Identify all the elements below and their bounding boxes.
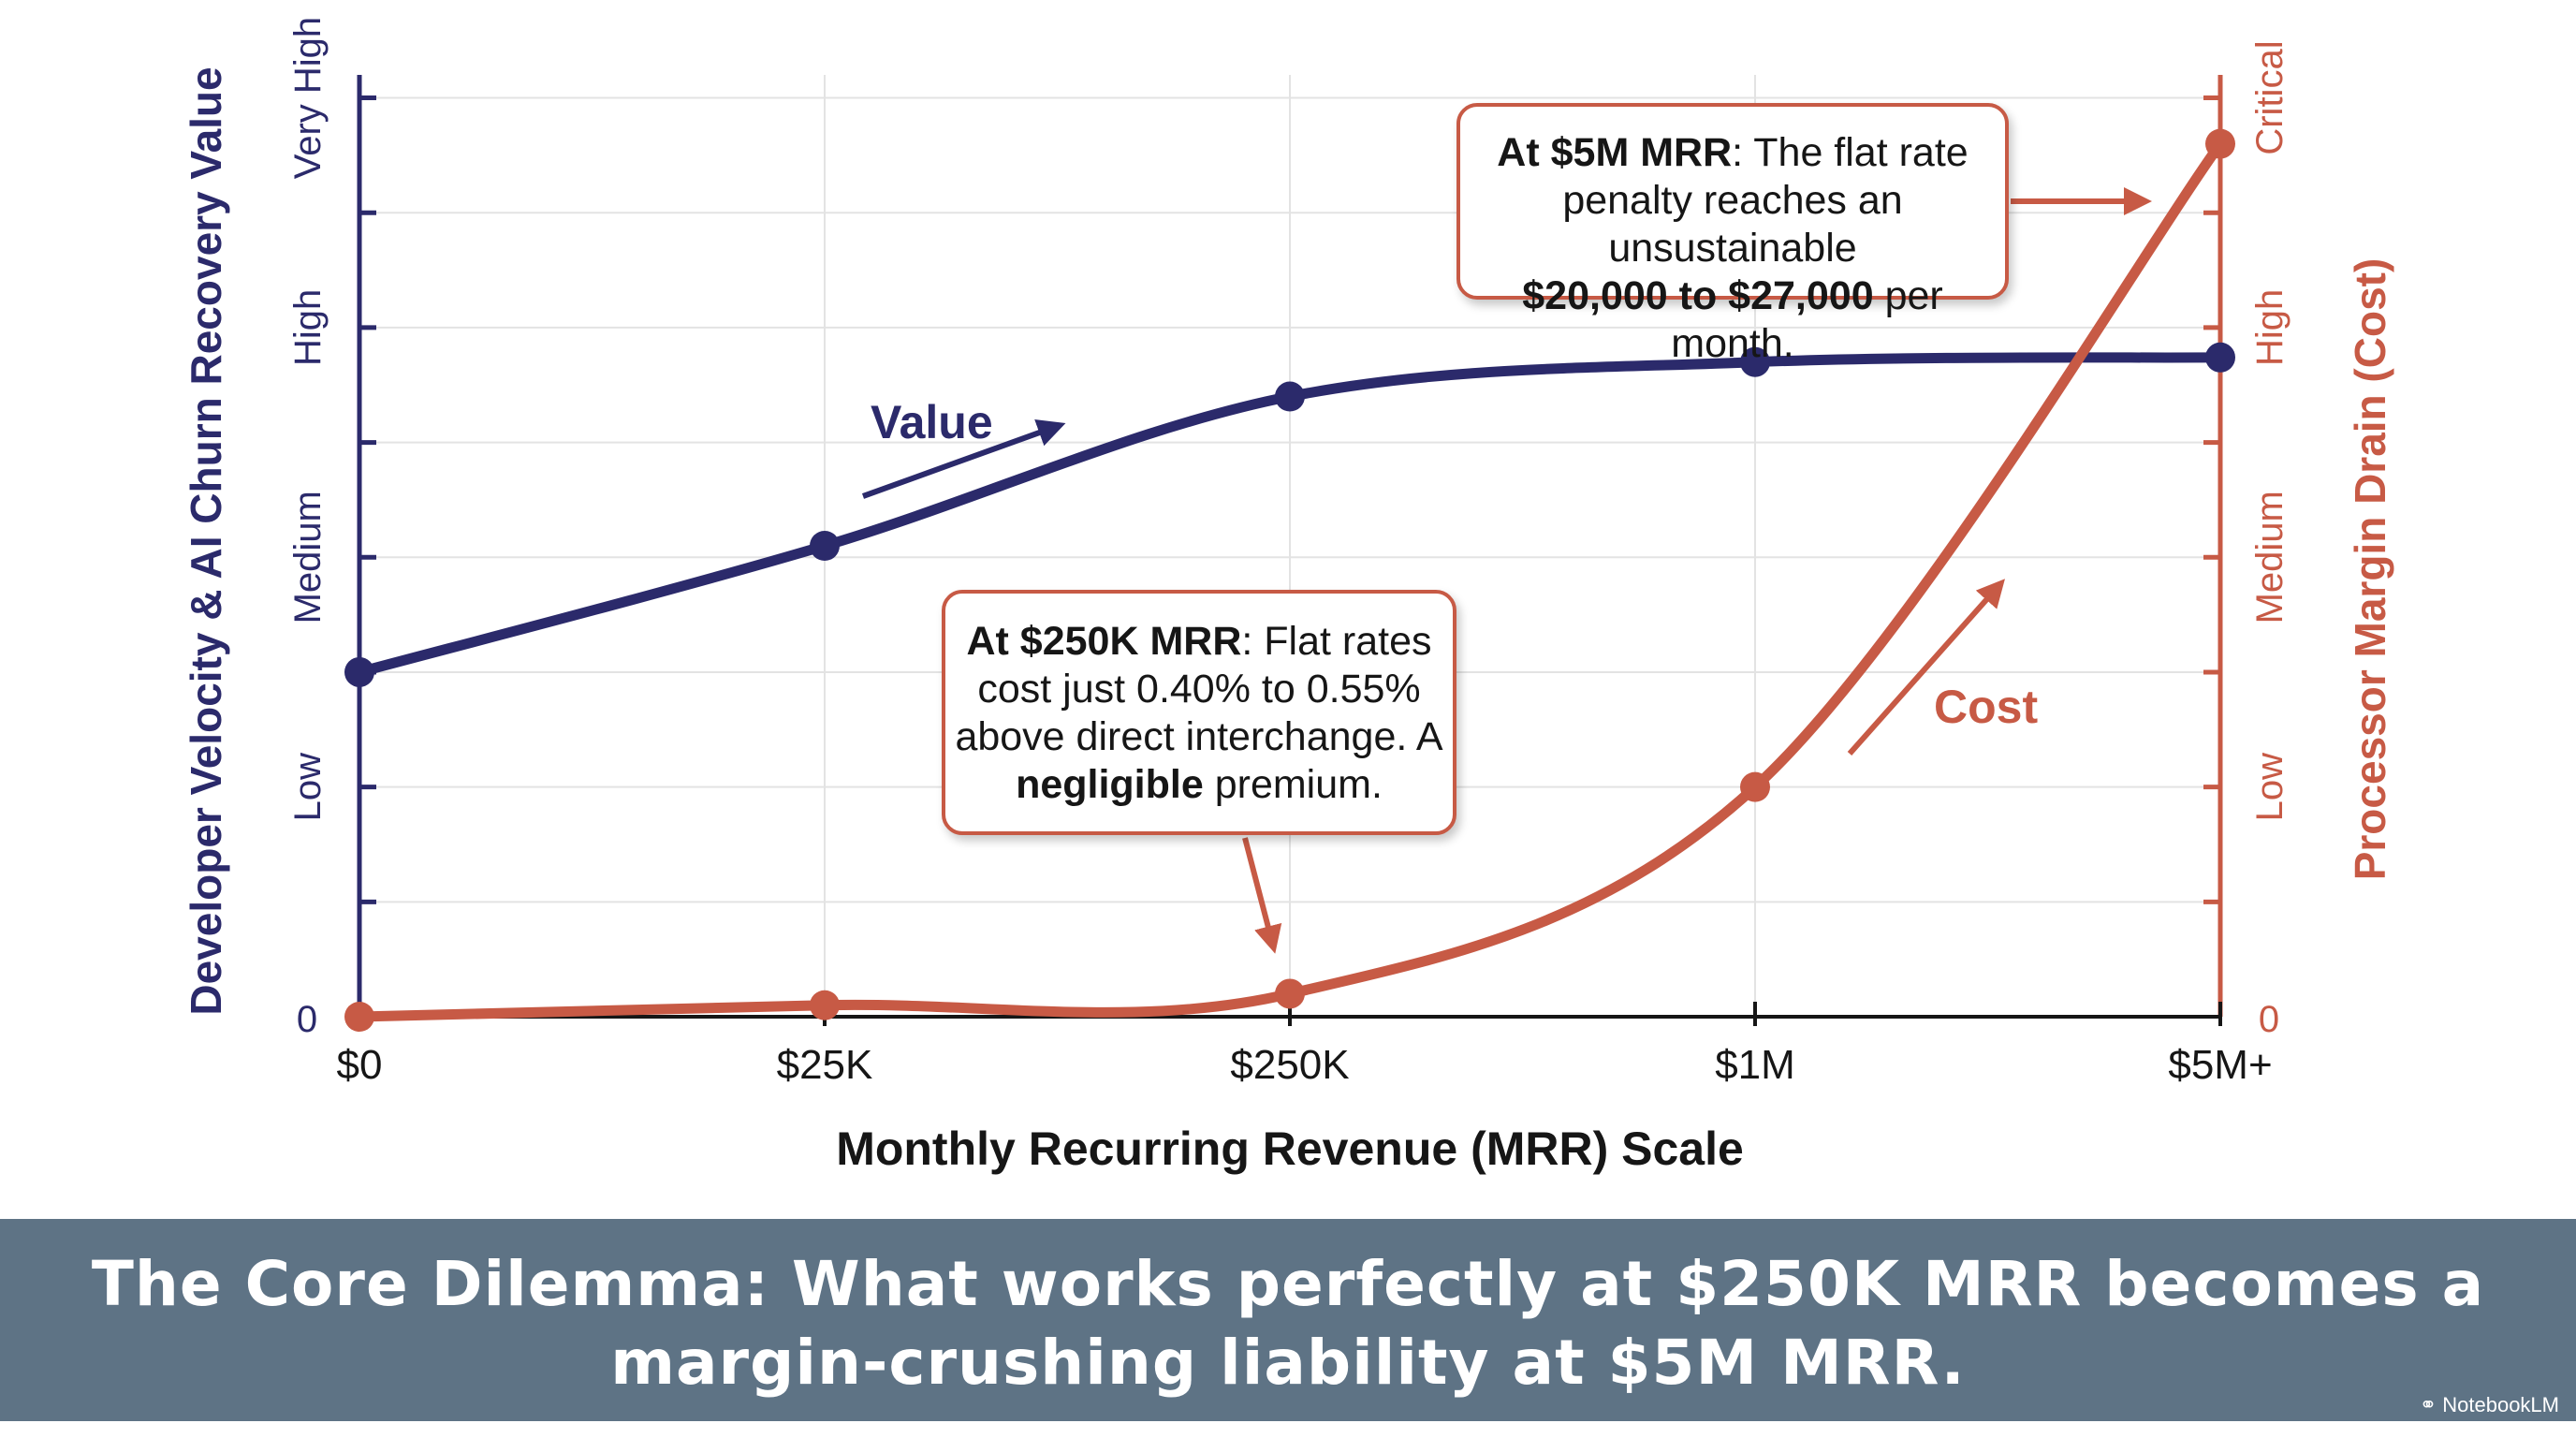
callout-250k-mrr: At $250K MRR: Flat rates cost just 0.40%…: [942, 590, 1456, 835]
notebooklm-watermark: ⚭ NotebookLM: [2420, 1393, 2559, 1417]
y-axis-right-title: Processor Margin Drain (Cost): [2346, 258, 2394, 881]
banner-line-1: The Core Dilemma: What works perfectly a…: [91, 1248, 2485, 1320]
x-tick-label: $250K: [1230, 1042, 1349, 1088]
watermark-text: NotebookLM: [2442, 1393, 2559, 1416]
banner-line-2: margin-crushing liability at $5M MRR.: [610, 1327, 1966, 1399]
y-left-tick-label: High: [287, 289, 329, 366]
y-right-tick-label: Critical: [2249, 40, 2291, 154]
x-tick-label: $1M: [1715, 1042, 1795, 1088]
data-point-value: [810, 531, 840, 561]
data-point-cost: [810, 990, 840, 1020]
callout-250k-text-d: premium.: [1203, 762, 1383, 807]
data-point-value: [1275, 381, 1305, 412]
callout-250k-text-a: : Flat rates: [1241, 619, 1432, 664]
y-right-tick-label: Low: [2249, 753, 2291, 821]
data-point-value: [2205, 342, 2235, 373]
callout-5m-mrr: At $5M MRR: The flat rate penalty reache…: [1456, 103, 2009, 366]
x-axis-title: Monthly Recurring Revenue (MRR) Scale: [836, 1123, 1744, 1175]
y-left-tick-label: Medium: [287, 491, 329, 624]
callout-250k-bold-lead: At $250K MRR: [966, 619, 1242, 664]
legend-value-label: Value: [871, 396, 993, 448]
callout-5m-text-b: penalty reaches an unsustainable: [1562, 178, 1903, 271]
callout-5m-bold-range: $20,000 to $27,000: [1522, 273, 1874, 318]
y-left-tick-label: Low: [287, 753, 329, 821]
callout-5m-text-c: per month.: [1671, 273, 1943, 366]
cost-trend-arrow: [1847, 579, 2005, 756]
data-point-cost: [2205, 128, 2235, 159]
callout-250k-text-b: cost just 0.40% to 0.55%: [977, 667, 1421, 712]
callout-250k-text-c: above direct interchange. A: [955, 714, 1443, 759]
y-right-tick-label: Medium: [2249, 491, 2291, 624]
y-left-tick-label: 0: [297, 999, 317, 1040]
x-tick-label: $25K: [777, 1042, 873, 1088]
data-point-cost: [1740, 771, 1770, 802]
x-tick-label: $5M+: [2168, 1042, 2272, 1088]
core-dilemma-banner: The Core Dilemma: What works perfectly a…: [0, 1219, 2576, 1421]
callout-5m-text-a: : The flat rate: [1732, 130, 1969, 175]
y-left-tick-label: Very High: [287, 17, 329, 179]
callout-250k-arrow: [1242, 837, 1282, 954]
data-point-cost: [344, 1002, 374, 1032]
value-trend-arrow: [861, 419, 1066, 499]
y-right-tick-label: High: [2249, 289, 2291, 366]
legend-cost-label: Cost: [1934, 681, 2038, 733]
y-axis-left-title: Developer Velocity & AI Churn Recovery V…: [182, 66, 230, 1015]
data-point-cost: [1275, 978, 1305, 1009]
callout-250k-bold-word: negligible: [1016, 762, 1204, 807]
series-line-cost: [354, 139, 2226, 1022]
x-tick-label: $0: [337, 1042, 383, 1088]
data-point-value: [344, 656, 374, 687]
series-lines: [344, 128, 2235, 1032]
notebooklm-logo-icon: ⚭: [2419, 1393, 2443, 1416]
callout-5m-bold-lead: At $5M MRR: [1497, 130, 1733, 175]
data-point-value: [1740, 346, 1770, 377]
bottom-strip: [0, 1421, 2576, 1438]
y-right-tick-label: 0: [2259, 999, 2279, 1040]
